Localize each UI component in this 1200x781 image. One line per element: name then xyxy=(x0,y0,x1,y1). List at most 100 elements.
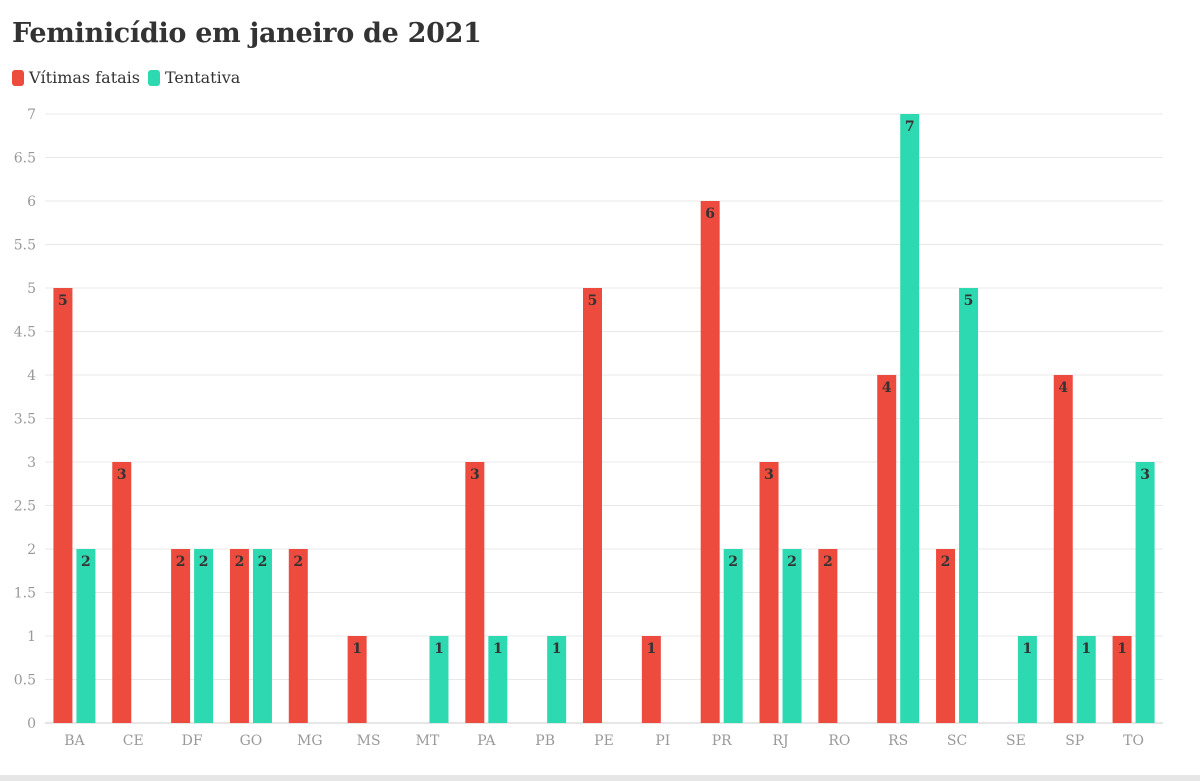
bar-value-label: 2 xyxy=(176,554,186,570)
y-tick-label: 3 xyxy=(27,455,36,471)
bar-vitimas-sp[interactable] xyxy=(1053,375,1073,723)
bar-tentativa-df[interactable] xyxy=(194,549,214,723)
x-tick-label: RS xyxy=(888,733,908,749)
legend-swatch-tentativa xyxy=(147,69,160,86)
bar-vitimas-sc[interactable] xyxy=(936,549,956,723)
y-tick-label: 0.5 xyxy=(14,673,36,689)
x-tick-label: MS xyxy=(357,733,381,749)
y-tick-label: 5.5 xyxy=(14,238,36,254)
bottom-divider xyxy=(0,775,1200,781)
bar-value-label: 2 xyxy=(823,554,833,570)
bar-value-label: 6 xyxy=(705,206,715,222)
bar-value-label: 1 xyxy=(646,641,656,657)
bar-tentativa-sc[interactable] xyxy=(959,288,979,723)
x-tick-label: SE xyxy=(1006,733,1026,749)
bar-tentativa-sp[interactable] xyxy=(1076,636,1096,723)
x-tick-label: MG xyxy=(297,733,323,749)
x-tick-label: PR xyxy=(712,733,732,749)
bar-vitimas-rj[interactable] xyxy=(759,462,779,723)
x-tick-label: GO xyxy=(240,733,263,749)
x-tick-label: MT xyxy=(416,733,440,749)
bar-value-label: 1 xyxy=(552,641,562,657)
bar-vitimas-ro[interactable] xyxy=(818,549,838,723)
bar-vitimas-go[interactable] xyxy=(229,549,249,723)
bar-tentativa-rs[interactable] xyxy=(900,114,920,723)
y-tick-label: 1 xyxy=(27,629,36,645)
chart-title: Feminicídio em janeiro de 2021 xyxy=(12,18,482,49)
bar-value-label: 4 xyxy=(1058,380,1068,396)
bar-value-label: 2 xyxy=(81,554,91,570)
bar-value-label: 3 xyxy=(470,467,480,483)
bar-vitimas-ms[interactable] xyxy=(347,636,367,723)
x-tick-label: SP xyxy=(1065,733,1084,749)
bar-vitimas-ba[interactable] xyxy=(53,288,73,723)
bar-value-label: 1 xyxy=(352,641,362,657)
bar-value-label: 1 xyxy=(1081,641,1091,657)
legend-label-vitimas: Vítimas fatais xyxy=(29,68,140,87)
bar-vitimas-pr[interactable] xyxy=(700,201,720,723)
bar-vitimas-pi[interactable] xyxy=(641,636,661,723)
y-tick-label: 6.5 xyxy=(14,151,36,167)
bar-vitimas-ce[interactable] xyxy=(112,462,132,723)
bar-value-label: 1 xyxy=(493,641,503,657)
x-tick-label: RO xyxy=(828,733,850,749)
bar-value-label: 2 xyxy=(235,554,245,570)
bar-value-label: 2 xyxy=(941,554,951,570)
y-tick-label: 4 xyxy=(27,368,36,384)
x-tick-label: DF xyxy=(182,733,203,749)
y-tick-label: 3.5 xyxy=(14,412,36,428)
bar-value-label: 5 xyxy=(588,293,598,309)
bar-value-label: 4 xyxy=(882,380,892,396)
bar-vitimas-rs[interactable] xyxy=(877,375,897,723)
bar-vitimas-to[interactable] xyxy=(1112,636,1132,723)
bar-value-label: 5 xyxy=(58,293,68,309)
bar-value-label: 7 xyxy=(905,119,915,135)
x-tick-label: CE xyxy=(123,733,144,749)
bar-tentativa-pb[interactable] xyxy=(547,636,567,723)
y-tick-label: 4.5 xyxy=(14,325,36,341)
y-tick-label: 0 xyxy=(27,716,36,732)
bar-value-label: 3 xyxy=(764,467,774,483)
bar-tentativa-mt[interactable] xyxy=(429,636,449,723)
legend: Vítimas fatais Tentativa xyxy=(12,68,248,87)
bar-tentativa-se[interactable] xyxy=(1017,636,1037,723)
bar-tentativa-go[interactable] xyxy=(252,549,272,723)
bar-value-label: 5 xyxy=(964,293,974,309)
legend-label-tentativa: Tentativa xyxy=(164,68,241,87)
x-tick-label: PE xyxy=(594,733,614,749)
bar-value-label: 2 xyxy=(199,554,209,570)
y-tick-label: 5 xyxy=(27,281,36,297)
x-tick-label: TO xyxy=(1123,733,1144,749)
bar-tentativa-pa[interactable] xyxy=(488,636,508,723)
x-tick-label: PB xyxy=(535,733,555,749)
bar-tentativa-pr[interactable] xyxy=(723,549,743,723)
bar-value-label: 3 xyxy=(117,467,127,483)
x-tick-label: PA xyxy=(477,733,496,749)
bar-value-label: 1 xyxy=(1117,641,1127,657)
bar-value-label: 2 xyxy=(293,554,303,570)
bar-tentativa-rj[interactable] xyxy=(782,549,802,723)
x-tick-label: RJ xyxy=(772,733,788,749)
x-tick-label: BA xyxy=(64,733,85,749)
x-tick-label: PI xyxy=(655,733,670,749)
y-tick-label: 2 xyxy=(27,542,36,558)
bar-value-label: 2 xyxy=(728,554,738,570)
bar-tentativa-to[interactable] xyxy=(1135,462,1155,723)
bar-tentativa-ba[interactable] xyxy=(76,549,96,723)
bar-value-label: 1 xyxy=(1023,641,1033,657)
bar-vitimas-mg[interactable] xyxy=(288,549,308,723)
y-tick-label: 2.5 xyxy=(14,499,36,515)
bar-vitimas-df[interactable] xyxy=(171,549,191,723)
bar-value-label: 2 xyxy=(258,554,268,570)
y-axis: 0 0.5 1 1.5 2 2.5 3 3.5 4 4.5 5 5.5 6 6.5 7 xyxy=(14,107,36,732)
x-axis: BA CE DF GO MG MS MT PA PB PE PI PR RJ RO RS SC SE SP TO xyxy=(64,733,1144,749)
y-tick-label: 1.5 xyxy=(14,586,36,602)
legend-item-tentativa[interactable]: Tentativa xyxy=(147,68,241,87)
y-tick-label: 6 xyxy=(27,194,36,210)
bar-vitimas-pa[interactable] xyxy=(465,462,485,723)
x-tick-label: SC xyxy=(947,733,967,749)
bar-vitimas-pe[interactable] xyxy=(583,288,602,723)
legend-item-vitimas[interactable]: Vítimas fatais xyxy=(12,68,140,87)
